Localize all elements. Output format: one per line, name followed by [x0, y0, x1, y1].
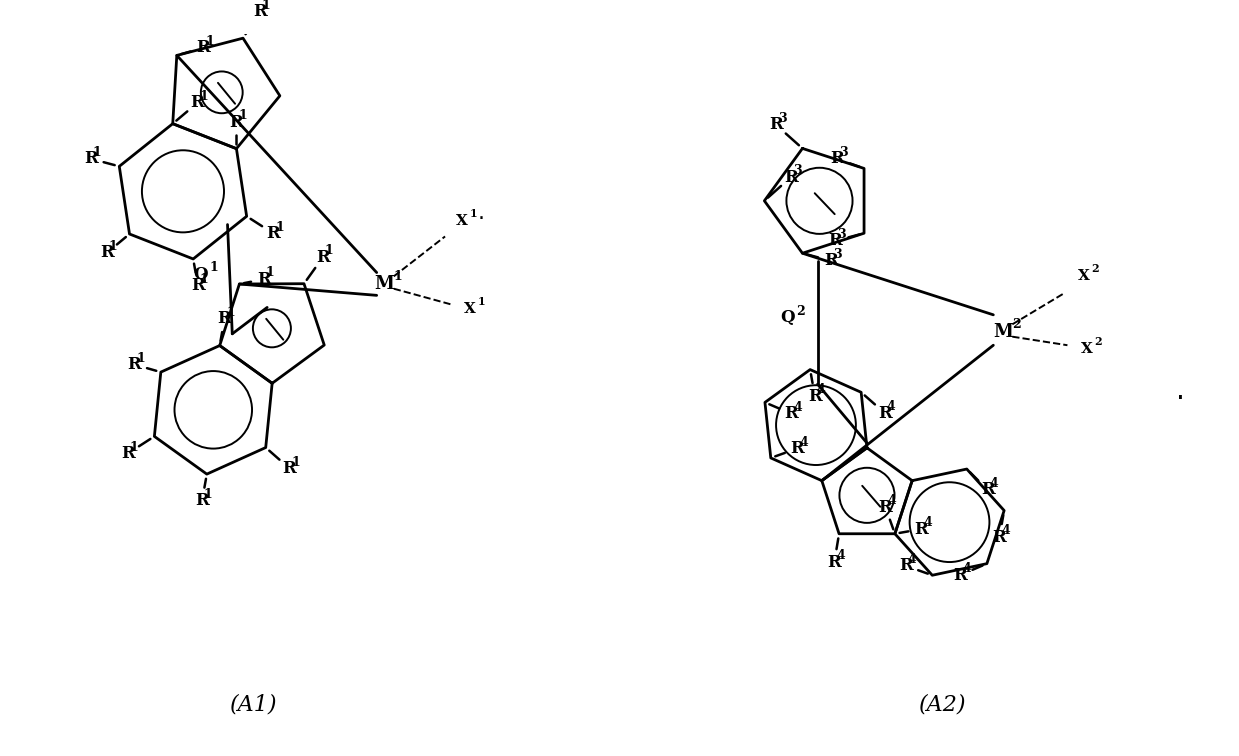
Text: 3: 3 [838, 228, 846, 241]
Text: R: R [784, 405, 798, 423]
Text: 4: 4 [907, 553, 917, 566]
Text: R: R [784, 169, 798, 185]
Text: 3: 3 [778, 112, 787, 125]
Text: X: X [463, 302, 476, 316]
Text: 4: 4 [799, 435, 808, 448]
Text: 4: 4 [963, 562, 971, 575]
Text: 1: 1 [204, 488, 213, 501]
Text: R: R [898, 557, 913, 575]
Text: 1: 1 [275, 221, 284, 234]
Text: 4: 4 [836, 550, 845, 562]
Text: R: R [790, 440, 804, 457]
Text: 4: 4 [793, 401, 802, 414]
Text: M: M [374, 275, 394, 293]
Text: R: R [258, 271, 271, 288]
Text: R: R [197, 39, 211, 56]
Text: R: R [229, 113, 243, 131]
Text: R: R [218, 311, 232, 327]
Text: 1: 1 [199, 273, 208, 286]
Text: 1: 1 [136, 352, 145, 364]
Text: R: R [282, 460, 296, 477]
Text: 3: 3 [793, 164, 802, 178]
Text: R: R [878, 499, 892, 516]
Text: R: R [769, 116, 783, 133]
Text: X: X [456, 214, 468, 228]
Text: R: R [121, 445, 135, 462]
Text: .: . [1176, 376, 1184, 404]
Text: 4: 4 [923, 516, 932, 529]
Text: 3: 3 [839, 146, 847, 160]
Text: 1: 1 [238, 110, 247, 122]
Text: 1: 1 [266, 267, 275, 280]
Text: 2: 2 [1094, 336, 1101, 347]
Text: 1: 1 [130, 441, 139, 454]
Text: 1: 1 [261, 0, 271, 12]
Text: 1: 1 [477, 296, 484, 306]
Text: R: R [878, 404, 892, 422]
Text: R: R [808, 388, 821, 404]
Text: R: R [253, 3, 266, 20]
Text: 1: 1 [199, 90, 208, 103]
Text: 1: 1 [470, 208, 477, 219]
Text: (A2): (A2) [919, 693, 966, 715]
Text: R: R [992, 528, 1006, 546]
Text: ·: · [478, 209, 484, 229]
Text: 3: 3 [833, 248, 841, 261]
Text: 4: 4 [990, 477, 999, 490]
Text: 1: 1 [291, 456, 300, 469]
Text: M: M [992, 323, 1012, 341]
Text: 4: 4 [1001, 525, 1010, 538]
Text: R: R [981, 482, 995, 498]
Text: 4: 4 [887, 494, 896, 507]
Text: 4: 4 [887, 401, 896, 414]
Text: R: R [824, 253, 838, 269]
Text: Q: Q [779, 309, 794, 326]
Text: R: R [829, 232, 843, 249]
Text: 1: 1 [393, 270, 401, 283]
Text: 2: 2 [797, 305, 805, 318]
Text: R: R [84, 150, 98, 167]
Text: R: R [914, 521, 928, 538]
Text: R: R [954, 566, 968, 584]
Text: R: R [830, 150, 844, 167]
Text: X: X [1080, 342, 1093, 356]
Text: R: R [316, 249, 330, 265]
Text: (A1): (A1) [230, 693, 278, 715]
Text: R: R [191, 94, 204, 111]
Text: 1: 1 [109, 240, 118, 253]
Text: R: R [100, 244, 114, 262]
Text: R: R [191, 277, 204, 294]
Text: R: R [266, 225, 280, 242]
Text: 1: 1 [206, 35, 214, 48]
Text: 2: 2 [1012, 318, 1021, 331]
Text: R: R [128, 356, 141, 373]
Text: 4: 4 [817, 383, 825, 396]
Text: 2: 2 [1092, 263, 1099, 274]
Text: 1: 1 [209, 262, 218, 274]
Text: Q: Q [193, 266, 208, 283]
Text: 1: 1 [227, 306, 235, 319]
Text: R: R [196, 492, 209, 510]
Text: R: R [828, 553, 841, 571]
Text: X: X [1078, 269, 1089, 283]
Text: 1: 1 [325, 244, 333, 257]
Text: 1: 1 [93, 146, 102, 159]
